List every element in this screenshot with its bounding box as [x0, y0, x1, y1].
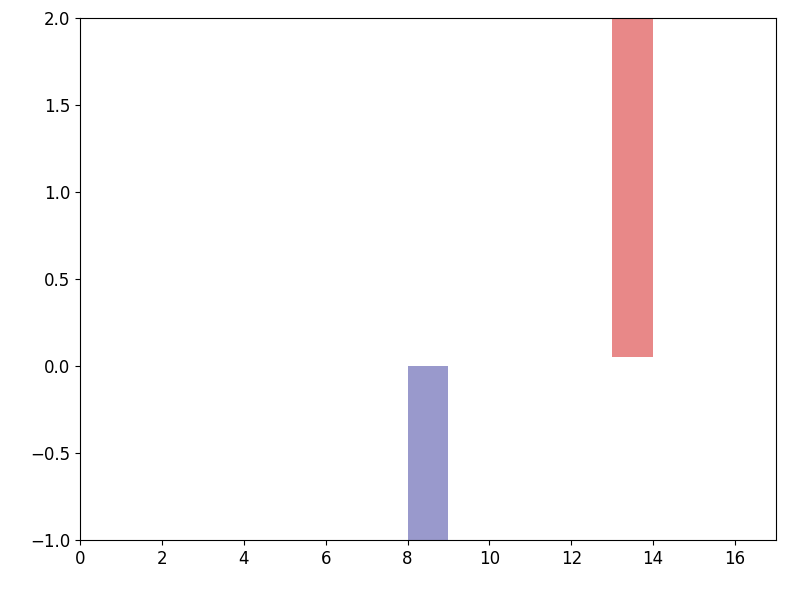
Bar	[407, 366, 449, 540]
Bar	[612, 18, 653, 357]
